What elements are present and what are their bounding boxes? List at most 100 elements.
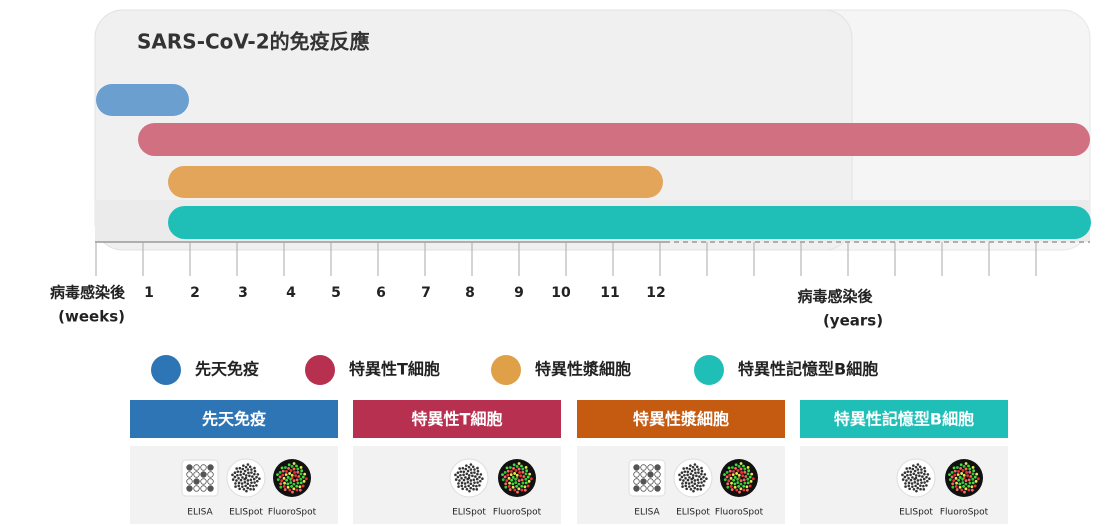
spot bbox=[904, 485, 907, 488]
spot bbox=[923, 469, 927, 473]
spot bbox=[913, 480, 917, 484]
spot bbox=[682, 479, 685, 482]
spot bbox=[460, 477, 463, 480]
spot bbox=[240, 482, 244, 485]
spot bbox=[923, 466, 926, 470]
tick-label: 6 bbox=[376, 285, 386, 301]
spot bbox=[501, 473, 504, 477]
ticks: 1 2 3 4 5 6 7 8 9 10 11 12 bbox=[95, 242, 1037, 301]
spot bbox=[733, 482, 737, 486]
spot bbox=[253, 481, 256, 484]
legend-swatch bbox=[694, 355, 724, 385]
spot bbox=[967, 464, 970, 468]
spot bbox=[684, 477, 687, 480]
spot bbox=[918, 465, 922, 469]
spot bbox=[678, 478, 682, 481]
spot bbox=[454, 478, 458, 481]
spot bbox=[234, 482, 237, 485]
spot bbox=[464, 467, 468, 471]
spot bbox=[692, 489, 695, 493]
spot bbox=[282, 484, 286, 488]
spot bbox=[688, 467, 692, 471]
spot bbox=[465, 472, 469, 476]
tick-label: 11 bbox=[600, 285, 619, 301]
innate-bar bbox=[96, 84, 189, 116]
spot bbox=[744, 475, 748, 478]
spot bbox=[299, 465, 303, 469]
spot bbox=[458, 467, 461, 470]
spot bbox=[683, 473, 686, 477]
well bbox=[647, 485, 654, 492]
spot bbox=[686, 478, 690, 482]
spot bbox=[237, 481, 241, 485]
spot bbox=[517, 482, 521, 486]
spot bbox=[292, 482, 296, 486]
spot bbox=[284, 466, 287, 469]
spot bbox=[239, 478, 243, 482]
spot bbox=[749, 479, 753, 483]
spot bbox=[470, 471, 473, 475]
spot bbox=[953, 473, 957, 477]
card-header bbox=[800, 400, 1008, 438]
spot bbox=[954, 476, 958, 480]
spot bbox=[509, 473, 513, 477]
spot bbox=[731, 466, 734, 469]
spot bbox=[920, 481, 923, 484]
spot bbox=[907, 484, 911, 488]
spot bbox=[248, 474, 251, 478]
spot bbox=[726, 485, 730, 489]
well bbox=[200, 485, 207, 492]
spot bbox=[966, 474, 970, 478]
spot bbox=[741, 474, 745, 478]
spot bbox=[742, 488, 746, 492]
spot bbox=[476, 466, 479, 470]
spot bbox=[925, 484, 928, 487]
spot bbox=[699, 484, 702, 488]
spot bbox=[469, 468, 473, 471]
spot bbox=[299, 477, 303, 481]
spot bbox=[523, 485, 527, 489]
spot bbox=[454, 473, 457, 477]
spot bbox=[236, 470, 240, 473]
spot bbox=[242, 487, 246, 491]
spot bbox=[284, 473, 288, 477]
spot bbox=[511, 482, 515, 486]
spot bbox=[960, 488, 964, 492]
spot bbox=[231, 478, 235, 481]
card: 特異性漿細胞 ELISA ELISpot FluoroSpot bbox=[577, 400, 785, 524]
spot bbox=[904, 482, 907, 485]
spot bbox=[688, 485, 691, 488]
spot bbox=[964, 487, 968, 491]
spot bbox=[951, 482, 955, 486]
spot bbox=[460, 481, 464, 485]
spot bbox=[504, 485, 508, 489]
spot bbox=[738, 490, 741, 494]
spot bbox=[249, 484, 252, 487]
method-label: ELISpot bbox=[229, 508, 263, 518]
spot bbox=[742, 484, 746, 488]
x-axis-unit: (years) bbox=[823, 312, 883, 330]
spot bbox=[928, 477, 931, 481]
spot bbox=[279, 482, 283, 486]
spot bbox=[239, 473, 242, 477]
well bbox=[207, 471, 214, 478]
spot bbox=[693, 463, 697, 466]
memory-b-bar bbox=[168, 206, 1091, 239]
spot bbox=[700, 472, 703, 476]
spot bbox=[295, 484, 299, 488]
spot bbox=[968, 467, 972, 471]
spot bbox=[691, 484, 694, 488]
spot bbox=[525, 469, 529, 473]
spot bbox=[503, 475, 507, 479]
spot bbox=[239, 470, 243, 474]
spot bbox=[700, 469, 704, 473]
spot bbox=[743, 467, 747, 471]
spot bbox=[238, 487, 241, 491]
spot bbox=[751, 477, 755, 481]
spot bbox=[976, 477, 980, 481]
spot bbox=[456, 475, 460, 479]
spot bbox=[289, 477, 292, 481]
well bbox=[647, 464, 654, 471]
method-label: ELISA bbox=[634, 508, 660, 518]
